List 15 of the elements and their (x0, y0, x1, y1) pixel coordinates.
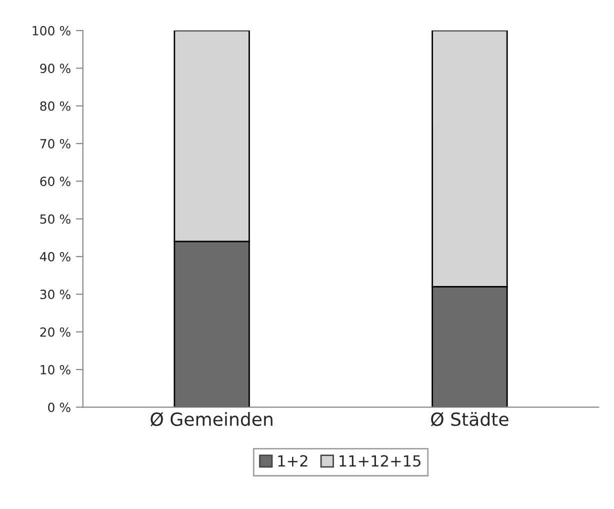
y-tick-label: 10 % (40, 365, 70, 374)
legend-label: 1+2 (278, 455, 308, 466)
y-tick-label: 100 % (32, 26, 70, 36)
y-tick-label: 50 % (40, 214, 70, 224)
y-tick-label: 70 % (40, 139, 70, 148)
y-tick-label: 30 % (40, 290, 70, 300)
y-tick-label: 90 % (40, 64, 70, 74)
x-tick-label: Ø Städte (431, 412, 508, 426)
x-tick-label: Ø Gemeinden (150, 412, 272, 426)
legend-label: 11+12+15 (340, 455, 420, 467)
y-tick-label: 80 % (40, 101, 70, 111)
y-tick-label: 60 % (40, 176, 70, 186)
y-tick-label: 0 % (48, 402, 70, 412)
y-tick-label: 40 % (40, 252, 70, 262)
y-tick-label: 20 % (40, 327, 70, 337)
